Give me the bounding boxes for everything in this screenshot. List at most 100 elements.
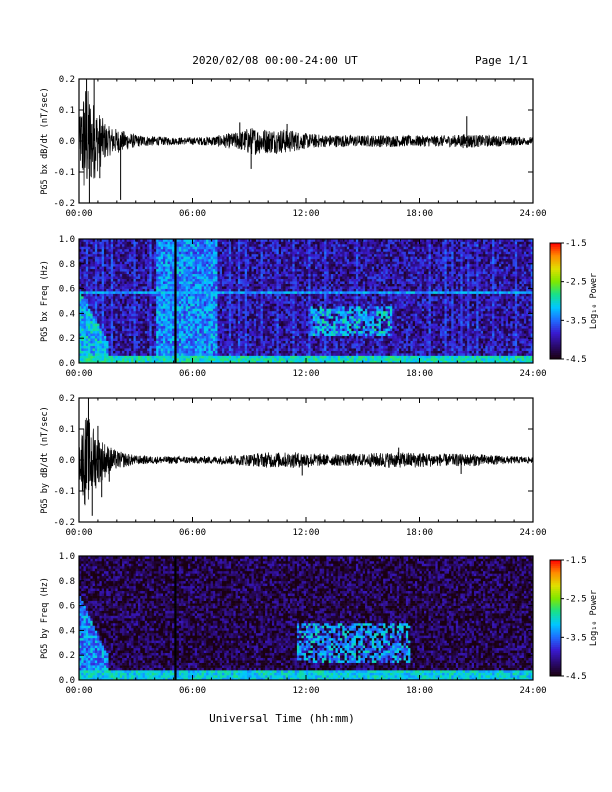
panel-2-cell	[249, 268, 252, 272]
panel-2-cell	[271, 278, 275, 282]
panel-2-cell	[128, 288, 132, 292]
panel-2-cell	[190, 283, 193, 287]
panel-2-cell	[108, 258, 112, 262]
panel-2-cell	[181, 355, 184, 359]
panel-2-cell	[99, 303, 102, 307]
panel-2-cell	[224, 243, 227, 247]
panel-2-cell	[206, 268, 209, 272]
panel-2-cell	[178, 323, 182, 327]
panel-2-cell	[117, 360, 121, 364]
panel-2-cell	[94, 333, 98, 337]
panel-2-cell	[215, 301, 218, 304]
panel-2-cell	[92, 273, 96, 277]
panel-2-cell	[174, 318, 177, 322]
panel-2-cell	[249, 276, 252, 279]
panel-2-cell	[181, 276, 184, 279]
panel-2-cell	[274, 335, 277, 339]
panel-2-cell	[231, 243, 234, 247]
panel-2-cell	[142, 340, 146, 344]
panel-2-cell	[162, 286, 166, 289]
panel-2-cell	[99, 308, 102, 312]
panel-2-cell	[101, 318, 105, 322]
panel-2-cell	[117, 256, 121, 260]
panel-2-cell	[124, 251, 127, 255]
panel-2-cell	[117, 358, 121, 361]
panel-2-cell	[156, 330, 159, 334]
panel-2-cell	[256, 256, 259, 260]
panel-2-cell	[85, 283, 89, 287]
panel-2-cell	[233, 251, 236, 255]
panel-2-cell	[258, 283, 261, 287]
panel-2-cell	[219, 313, 223, 317]
panel-2-cell	[281, 256, 284, 260]
panel-2-cell	[290, 353, 293, 356]
panel-2-cell	[258, 278, 261, 282]
panel-2-cell	[167, 325, 171, 329]
panel-2-cell	[106, 276, 109, 279]
panel-2-cell	[113, 318, 116, 322]
panel-2-cell	[242, 263, 246, 267]
panel-2-cell	[133, 308, 137, 312]
panel-2-cell	[133, 261, 137, 265]
panel-2-cell	[108, 301, 112, 304]
panel-2-cell	[260, 268, 264, 272]
panel-2-cell	[144, 253, 148, 257]
panel-2-cell	[176, 276, 180, 279]
panel-2-cell	[215, 263, 218, 267]
panel-2-cell	[267, 315, 270, 319]
panel-2-cell	[260, 276, 264, 279]
panel-2-cell	[249, 303, 252, 307]
panel-2-cell	[94, 323, 98, 327]
panel-2-cell	[151, 340, 155, 344]
panel-2-cell	[169, 340, 173, 344]
panel-2-cell	[94, 246, 98, 250]
panel-2-cell	[79, 325, 82, 329]
panel-2-cell	[253, 239, 257, 242]
panel-2-cell	[106, 298, 109, 302]
panel-2-cell	[119, 263, 123, 267]
panel-2-cell	[162, 298, 166, 302]
panel-2-cell	[172, 283, 175, 287]
panel-2-cell	[278, 286, 282, 289]
panel-2-cell	[174, 328, 177, 332]
panel-2-cell	[290, 310, 293, 314]
panel-2-cell	[83, 360, 87, 364]
panel-2-cell	[172, 303, 175, 307]
panel-2-cell	[190, 303, 193, 307]
panel-2-cell	[192, 348, 196, 351]
panel-2-cell	[160, 256, 164, 260]
panel-2-cell	[115, 310, 118, 314]
panel-2-cell	[235, 358, 239, 361]
panel-2-cell	[210, 303, 214, 307]
panel-2-cell	[240, 310, 243, 314]
panel-2-cell	[160, 348, 164, 351]
panel-2-cell	[187, 248, 191, 252]
panel-2-cell	[131, 246, 134, 250]
panel-2-cell	[292, 315, 295, 319]
panel-2-cell	[290, 338, 293, 341]
panel-2-cell	[194, 248, 198, 252]
panel-2-cell	[83, 303, 87, 307]
panel-2-cell	[162, 318, 166, 322]
panel-2-cell	[231, 335, 234, 339]
panel-2-cell	[94, 283, 98, 287]
panel-2-cell	[199, 323, 202, 327]
panel-2-cell	[274, 323, 277, 327]
panel-2-cell	[258, 333, 261, 337]
panel-2-cell	[103, 293, 107, 297]
panel-2-cell	[115, 263, 118, 267]
panel-2-cell	[260, 246, 264, 250]
panel-2-cell	[103, 281, 107, 284]
panel-2-cell	[262, 241, 266, 245]
panel-2-cell	[183, 340, 186, 344]
panel-2-cell	[233, 261, 236, 265]
panel-2-cell	[156, 273, 159, 277]
panel-2-cell	[79, 343, 82, 346]
panel-2-cell	[237, 291, 241, 294]
panel-2-cell	[251, 276, 255, 279]
panel-2-cell	[97, 333, 100, 337]
panel-2-cell	[290, 325, 293, 329]
panel-2-cell	[187, 315, 191, 319]
panel-2-cell	[187, 243, 191, 247]
panel-2-cell	[113, 296, 116, 299]
